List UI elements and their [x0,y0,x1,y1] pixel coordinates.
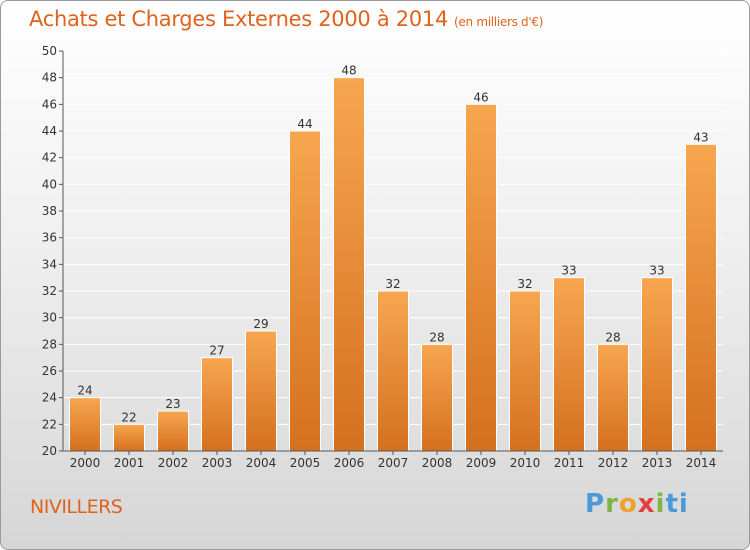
x-tick-label: 2004 [246,456,277,470]
labels: 20 22 24 26 28 30 32 34 36 38 40 42 44 46 48 50 24 2000 22… [42,44,717,470]
y-tick-label: 40 [42,177,57,191]
bar [245,330,277,452]
x-tick-label: 2014 [686,456,717,470]
y-tick-label: 46 [42,97,57,111]
logo-letter: ti [665,489,689,519]
logo-letter: r [605,489,619,519]
data-label: 27 [209,344,224,358]
bar [333,77,365,452]
data-label: 28 [429,330,444,344]
x-tick-label: 2010 [510,456,541,470]
bar [69,397,101,452]
x-tick-label: 2002 [158,456,189,470]
data-label: 33 [561,264,576,278]
logo-letter: i [655,489,666,519]
x-tick-label: 2003 [202,456,233,470]
x-tick-label: 2007 [378,456,409,470]
bar [421,343,453,452]
bars [69,77,717,452]
bar [377,290,409,452]
bar [553,277,585,452]
x-tick-label: 2005 [290,456,321,470]
logo-letter: o [618,489,638,519]
data-label: 48 [341,64,356,78]
data-label: 23 [165,397,180,411]
data-label: 32 [517,277,532,291]
data-label: 44 [297,117,312,131]
chart-title: Achats et Charges Externes 2000 à 2014 (e… [29,7,543,31]
bar [641,277,673,452]
bar [685,143,717,452]
bar [201,357,233,452]
bar [465,103,497,452]
x-tick-label: 2008 [422,456,453,470]
y-tick-label: 42 [42,151,57,165]
y-tick-label: 36 [42,231,57,245]
chart-title-text: Achats et Charges Externes 2000 à 2014 [29,7,449,31]
data-label: 24 [77,384,92,398]
x-tick-label: 2013 [642,456,673,470]
y-tick-label: 38 [42,204,57,218]
x-tick-label: 2012 [598,456,629,470]
x-tick-label: 2009 [466,456,497,470]
logo-letter: P [585,489,606,519]
y-tick-label: 28 [42,337,57,351]
x-tick-label: 2000 [70,456,101,470]
data-label: 28 [605,330,620,344]
chart-subtitle: (en milliers d'€) [454,15,544,29]
y-tick-label: 48 [42,71,57,85]
x-tick-label: 2011 [554,456,585,470]
y-tick-label: 34 [42,257,57,271]
y-tick-label: 22 [42,417,57,431]
data-label: 46 [473,90,488,104]
x-tick-label: 2006 [334,456,365,470]
axes [59,50,723,455]
x-tick-label: 2001 [114,456,145,470]
y-tick-label: 30 [42,311,57,325]
proxiti-logo: Proxiti [585,489,689,519]
logo-letter: x [637,489,656,519]
y-tick-label: 20 [42,444,57,458]
y-tick-label: 24 [42,391,57,405]
bar [597,343,629,452]
bar [157,410,189,452]
y-tick-label: 50 [42,44,57,58]
bar [509,290,541,452]
y-tick-label: 44 [42,124,57,138]
y-tick-label: 26 [42,364,57,378]
data-label: 33 [649,264,664,278]
data-label: 32 [385,277,400,291]
data-label: 43 [693,130,708,144]
y-tick-label: 32 [42,284,57,298]
data-label: 22 [121,410,136,424]
bar [113,423,145,452]
place-name: NIVILLERS [30,496,123,518]
bar [289,130,321,452]
data-label: 29 [253,317,268,331]
